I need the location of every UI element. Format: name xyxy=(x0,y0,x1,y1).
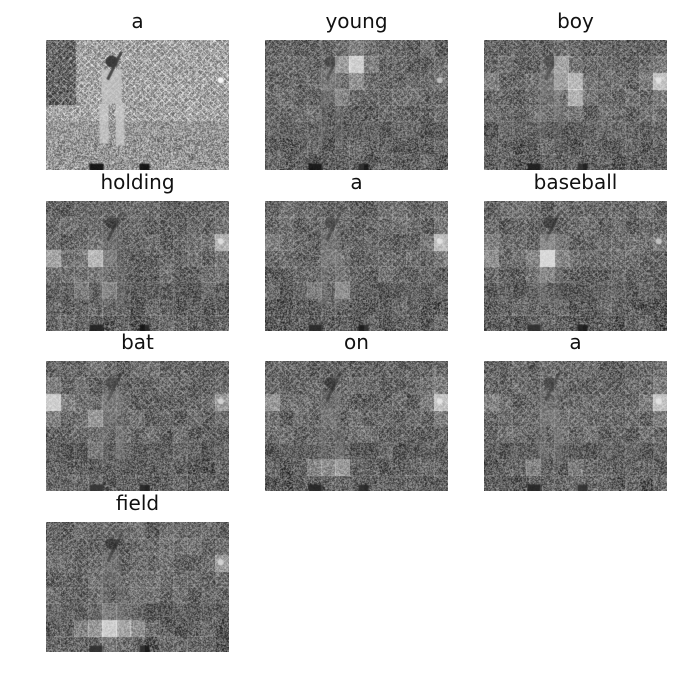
panel-word-label: holding xyxy=(100,170,175,194)
panel-word-label: boy xyxy=(557,9,594,33)
attention-map-image xyxy=(484,40,667,170)
panel-word-label: on xyxy=(344,330,369,354)
panel-word-label: a xyxy=(350,170,363,194)
attention-map-image xyxy=(265,40,448,170)
attention-map-image xyxy=(484,361,667,491)
panel-word-label: field xyxy=(115,491,160,515)
panel-word-label: a xyxy=(569,330,582,354)
attention-map-image xyxy=(46,201,229,331)
panel-word-label: baseball xyxy=(533,170,618,194)
attention-map-image xyxy=(46,361,229,491)
attention-map-image xyxy=(265,361,448,491)
attention-map-image xyxy=(484,201,667,331)
panel-word-label: a xyxy=(131,9,144,33)
panel-word-label: bat xyxy=(121,330,154,354)
panel-word-label: young xyxy=(325,9,388,33)
attention-map-image xyxy=(265,201,448,331)
original-image xyxy=(46,40,229,170)
attention-map-image xyxy=(46,522,229,652)
